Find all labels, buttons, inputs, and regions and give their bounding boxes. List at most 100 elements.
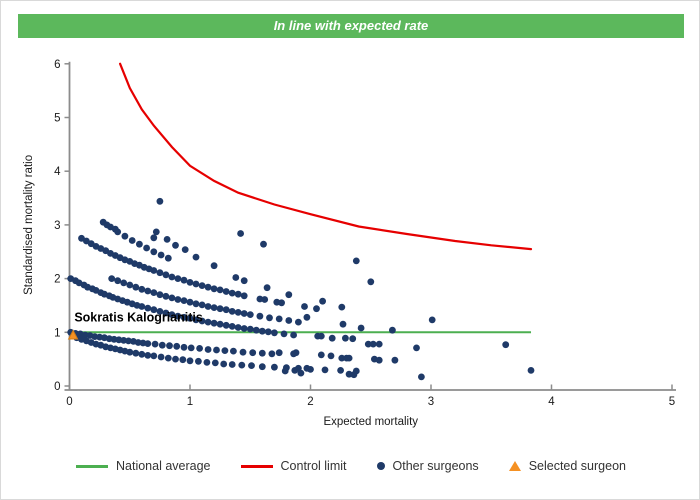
other-surgeon-dot[interactable] [151, 340, 159, 348]
other-surgeon-dot[interactable] [268, 350, 276, 358]
other-surgeon-dot[interactable] [261, 296, 269, 303]
other-surgeon-dot[interactable] [239, 348, 247, 356]
other-surgeon-dot[interactable] [328, 334, 336, 342]
other-surgeon-dot[interactable] [192, 280, 200, 288]
other-surgeon-dot[interactable] [180, 276, 188, 284]
other-surgeon-dot[interactable] [271, 329, 278, 337]
other-surgeon-dot[interactable] [198, 301, 206, 309]
other-surgeon-dot[interactable] [252, 326, 260, 334]
other-surgeon-dot[interactable] [144, 340, 152, 347]
other-surgeon-dot[interactable] [303, 313, 311, 321]
other-surgeon-dot[interactable] [150, 267, 158, 274]
other-surgeon-dot[interactable] [246, 325, 254, 333]
other-surgeon-dot[interactable] [156, 269, 164, 277]
other-surgeon-dot[interactable] [216, 286, 224, 294]
other-surgeon-dot[interactable] [168, 294, 176, 302]
other-surgeon-dot[interactable] [156, 308, 164, 315]
other-surgeon-dot[interactable] [186, 279, 194, 286]
other-surgeon-dot[interactable] [369, 340, 377, 348]
other-surgeon-dot[interactable] [162, 292, 170, 300]
other-surgeon-dot[interactable] [162, 271, 170, 279]
other-surgeon-dot[interactable] [103, 221, 111, 229]
other-surgeon-dot[interactable] [290, 331, 297, 339]
other-surgeon-dot[interactable] [128, 237, 136, 244]
other-surgeon-dot[interactable] [285, 317, 293, 324]
other-surgeon-dot[interactable] [240, 292, 248, 300]
other-surgeon-dot[interactable] [168, 273, 176, 281]
other-surgeon-dot[interactable] [125, 337, 132, 345]
other-surgeon-dot[interactable] [172, 241, 179, 249]
other-surgeon-dot[interactable] [174, 312, 182, 320]
other-surgeon-dot[interactable] [246, 311, 254, 318]
other-surgeon-dot[interactable] [108, 275, 116, 282]
other-surgeon-dot[interactable] [204, 303, 212, 310]
other-surgeon-dot[interactable] [349, 335, 357, 343]
other-surgeon-dot[interactable] [126, 348, 134, 356]
other-surgeon-dot[interactable] [238, 361, 246, 369]
other-surgeon-dot[interactable] [150, 306, 158, 314]
other-surgeon-dot[interactable] [163, 236, 171, 243]
other-surgeon-dot[interactable] [179, 356, 187, 364]
other-surgeon-dot[interactable] [228, 323, 236, 330]
other-surgeon-dot[interactable] [237, 230, 245, 237]
other-surgeon-dot[interactable] [211, 359, 219, 367]
other-surgeon-dot[interactable] [196, 345, 204, 352]
other-surgeon-dot[interactable] [230, 347, 237, 355]
other-surgeon-dot[interactable] [248, 362, 255, 369]
other-surgeon-dot[interactable] [138, 303, 146, 310]
other-surgeon-dot[interactable] [228, 361, 236, 368]
other-surgeon-dot[interactable] [121, 232, 129, 240]
other-surgeon-dot[interactable] [264, 328, 272, 336]
legend-item-other-surgeons[interactable]: Other surgeons [376, 459, 479, 473]
other-surgeon-dot[interactable] [143, 244, 151, 252]
other-surgeon-dot[interactable] [198, 282, 206, 289]
other-surgeon-dot[interactable] [157, 353, 165, 361]
other-surgeon-dot[interactable] [150, 289, 158, 296]
other-surgeon-dot[interactable] [319, 297, 326, 305]
other-surgeon-dot[interactable] [228, 289, 236, 297]
other-surgeon-dot[interactable] [136, 240, 143, 248]
other-surgeon-dot[interactable] [297, 369, 305, 377]
other-surgeon-dot[interactable] [213, 346, 220, 354]
other-surgeon-dot[interactable] [375, 356, 383, 364]
other-surgeon-dot[interactable] [527, 367, 535, 374]
other-surgeon-dot[interactable] [232, 274, 240, 281]
other-surgeon-dot[interactable] [210, 262, 218, 270]
other-surgeon-dot[interactable] [339, 320, 347, 328]
other-surgeon-dot[interactable] [180, 343, 188, 351]
other-surgeon-dot[interactable] [210, 285, 218, 293]
other-surgeon-dot[interactable] [152, 228, 160, 236]
legend-item-national-average[interactable]: National average [76, 459, 211, 473]
other-surgeon-dot[interactable] [156, 197, 164, 205]
other-surgeon-dot[interactable] [345, 354, 353, 362]
other-surgeon-dot[interactable] [150, 352, 158, 360]
other-surgeon-dot[interactable] [138, 350, 146, 358]
other-surgeon-dot[interactable] [389, 326, 396, 334]
other-surgeon-dot[interactable] [195, 357, 202, 365]
other-surgeon-dot[interactable] [258, 327, 266, 335]
other-surgeon-dot[interactable] [263, 284, 271, 292]
other-surgeon-dot[interactable] [285, 291, 293, 299]
other-surgeon-dot[interactable] [418, 373, 425, 381]
other-surgeon-dot[interactable] [192, 316, 200, 324]
other-surgeon-dot[interactable] [114, 277, 122, 285]
other-surgeon-dot[interactable] [240, 277, 248, 285]
other-surgeon-dot[interactable] [158, 341, 166, 349]
other-surgeon-dot[interactable] [157, 251, 165, 259]
other-surgeon-dot[interactable] [198, 317, 206, 325]
other-surgeon-dot[interactable] [502, 341, 510, 349]
other-surgeon-dot[interactable] [240, 325, 248, 332]
other-surgeon-dot[interactable] [204, 283, 212, 291]
other-surgeon-dot[interactable] [327, 352, 335, 360]
other-surgeon-dot[interactable] [132, 283, 140, 291]
other-surgeon-dot[interactable] [174, 275, 182, 282]
other-surgeon-dot[interactable] [338, 354, 346, 362]
other-surgeon-dot[interactable] [138, 285, 146, 293]
other-surgeon-dot[interactable] [222, 288, 230, 295]
other-surgeon-dot[interactable] [144, 304, 152, 312]
other-surgeon-dot[interactable] [338, 303, 346, 311]
other-surgeon-dot[interactable] [301, 303, 308, 310]
other-surgeon-dot[interactable] [216, 305, 224, 313]
other-surgeon-dot[interactable] [111, 225, 119, 233]
other-surgeon-dot[interactable] [321, 366, 329, 374]
